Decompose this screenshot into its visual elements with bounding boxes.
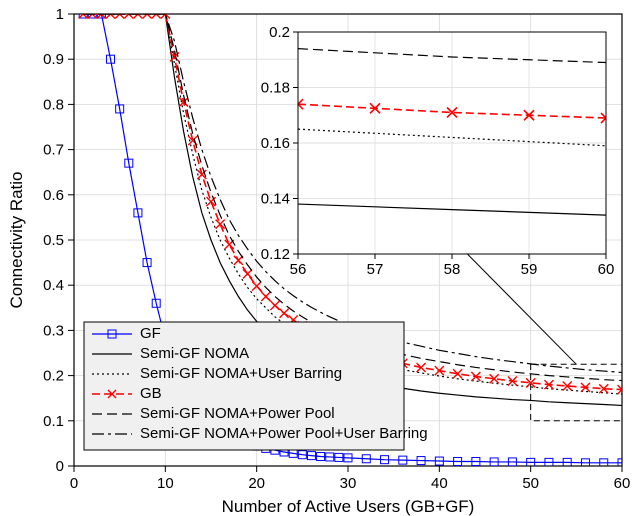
y-tick-label: 0.8 [43, 96, 64, 113]
y-tick-label: 0.3 [43, 322, 64, 339]
legend-label: Semi-GF NOMA+Power Pool [140, 405, 335, 422]
inset-x-tick: 60 [598, 261, 615, 278]
inset-y-tick: 0.2 [269, 24, 290, 41]
inset-x-tick: 59 [521, 261, 538, 278]
y-tick-label: 0 [56, 458, 64, 475]
y-tick-label: 0.2 [43, 368, 64, 385]
inset-y-tick: 0.18 [261, 80, 290, 97]
y-tick-label: 0.5 [43, 232, 64, 249]
x-axis-label: Number of Active Users (GB+GF) [222, 497, 475, 516]
x-tick-label: 30 [340, 475, 357, 492]
y-tick-label: 1 [56, 6, 64, 23]
x-tick-label: 10 [157, 475, 174, 492]
legend-label: Semi-GF NOMA+Power Pool+User Barring [140, 425, 428, 442]
inset-x-tick: 57 [367, 261, 384, 278]
legend-label: Semi-GF NOMA+User Barring [140, 365, 342, 382]
inset-x-tick: 58 [444, 261, 461, 278]
x-tick-label: 20 [248, 475, 265, 492]
inset-series-semi_gf_noma_pp_ub [298, 0, 606, 13]
x-tick-label: 50 [522, 475, 539, 492]
legend-label: Semi-GF NOMA [140, 345, 249, 362]
inset-y-tick: 0.14 [261, 191, 290, 208]
x-tick-label: 40 [431, 475, 448, 492]
y-tick-label: 0.6 [43, 187, 64, 204]
inset-x-tick: 56 [290, 261, 307, 278]
y-tick-label: 0.1 [43, 413, 64, 430]
chart-container: 0 10 20 30 40 50 60 0 0.1 0.2 0.3 0.4 0.5 0.6 0.7 0.8 0.… [0, 0, 640, 516]
y-axis-label: Connectivity Ratio [7, 171, 26, 308]
legend-label: GB [140, 385, 162, 402]
inset-y-tick: 0.16 [261, 135, 290, 152]
inset-y-tick: 0.12 [261, 246, 290, 263]
y-tick-label: 0.9 [43, 51, 64, 68]
x-tick-label: 60 [614, 475, 631, 492]
y-tick-label: 0.7 [43, 142, 64, 159]
x-tick-label: 0 [70, 475, 78, 492]
chart-svg: 0 10 20 30 40 50 60 0 0.1 0.2 0.3 0.4 0.5 0.6 0.7 0.8 0.… [0, 0, 640, 516]
legend-label: GF [140, 325, 161, 342]
y-tick-label: 0.4 [43, 277, 64, 294]
